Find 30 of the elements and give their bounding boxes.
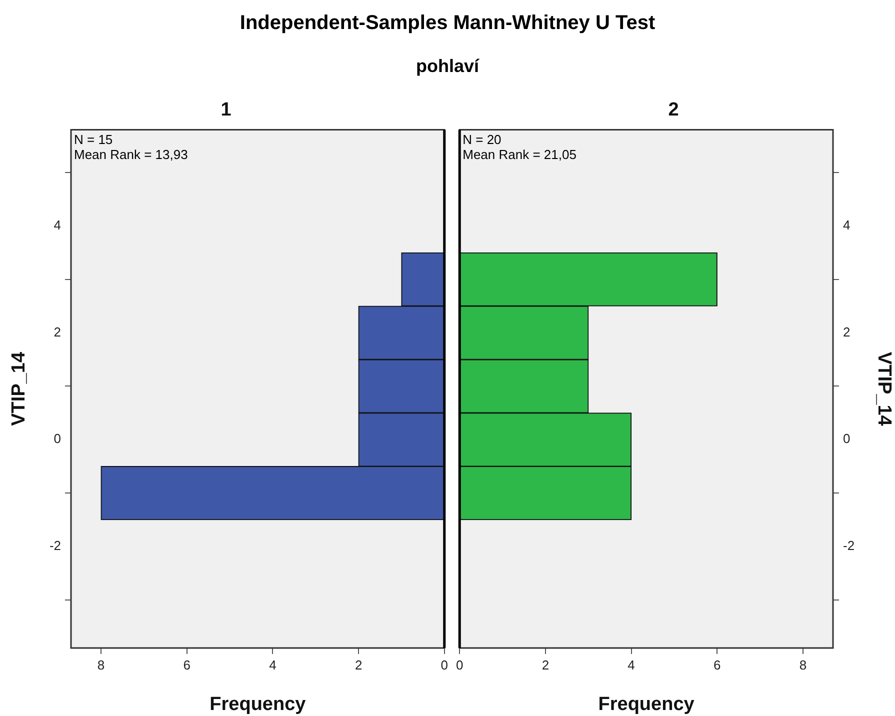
annotation: N = 20	[462, 132, 502, 147]
annotation: Mean Rank = 13,93	[74, 146, 188, 162]
y-tick-label: -2	[49, 538, 61, 554]
x-tick-label: 0	[440, 657, 448, 672]
annotation: Mean Rank = 21,05	[462, 146, 576, 162]
y-tick-label: 2	[54, 324, 61, 340]
y-axis-title: VTIP_14	[873, 352, 894, 426]
y-tick-label: 0	[843, 431, 850, 446]
x-tick-label: 6	[714, 657, 721, 672]
x-tick-label: 2	[354, 657, 362, 672]
x-tick-label: 6	[183, 657, 190, 672]
y-tick-label: 0	[54, 431, 61, 446]
x-tick-label: 0	[456, 657, 464, 672]
x-tick-label: 8	[799, 657, 807, 672]
x-tick-label: 4	[628, 657, 635, 672]
chart-title: 2	[668, 100, 679, 121]
x-axis-title: Frequency	[598, 694, 695, 715]
x-tick-label: 8	[97, 657, 105, 672]
y-tick-label: 2	[843, 324, 850, 340]
x-tick-label: 4	[269, 657, 276, 672]
x-axis-title: Frequency	[210, 694, 306, 715]
x-tick-label: 2	[542, 657, 550, 672]
y-tick-label: 4	[843, 218, 850, 233]
annotation: N = 15	[74, 132, 113, 147]
y-axis-title: VTIP_14	[8, 352, 30, 426]
y-tick-label: 4	[54, 218, 61, 233]
text: pohlaví	[414, 56, 480, 77]
text: Independent-Samples Mann-Whitney U Test	[238, 12, 656, 35]
y-tick-label: -2	[843, 538, 855, 554]
chart-title: 1	[220, 100, 232, 121]
